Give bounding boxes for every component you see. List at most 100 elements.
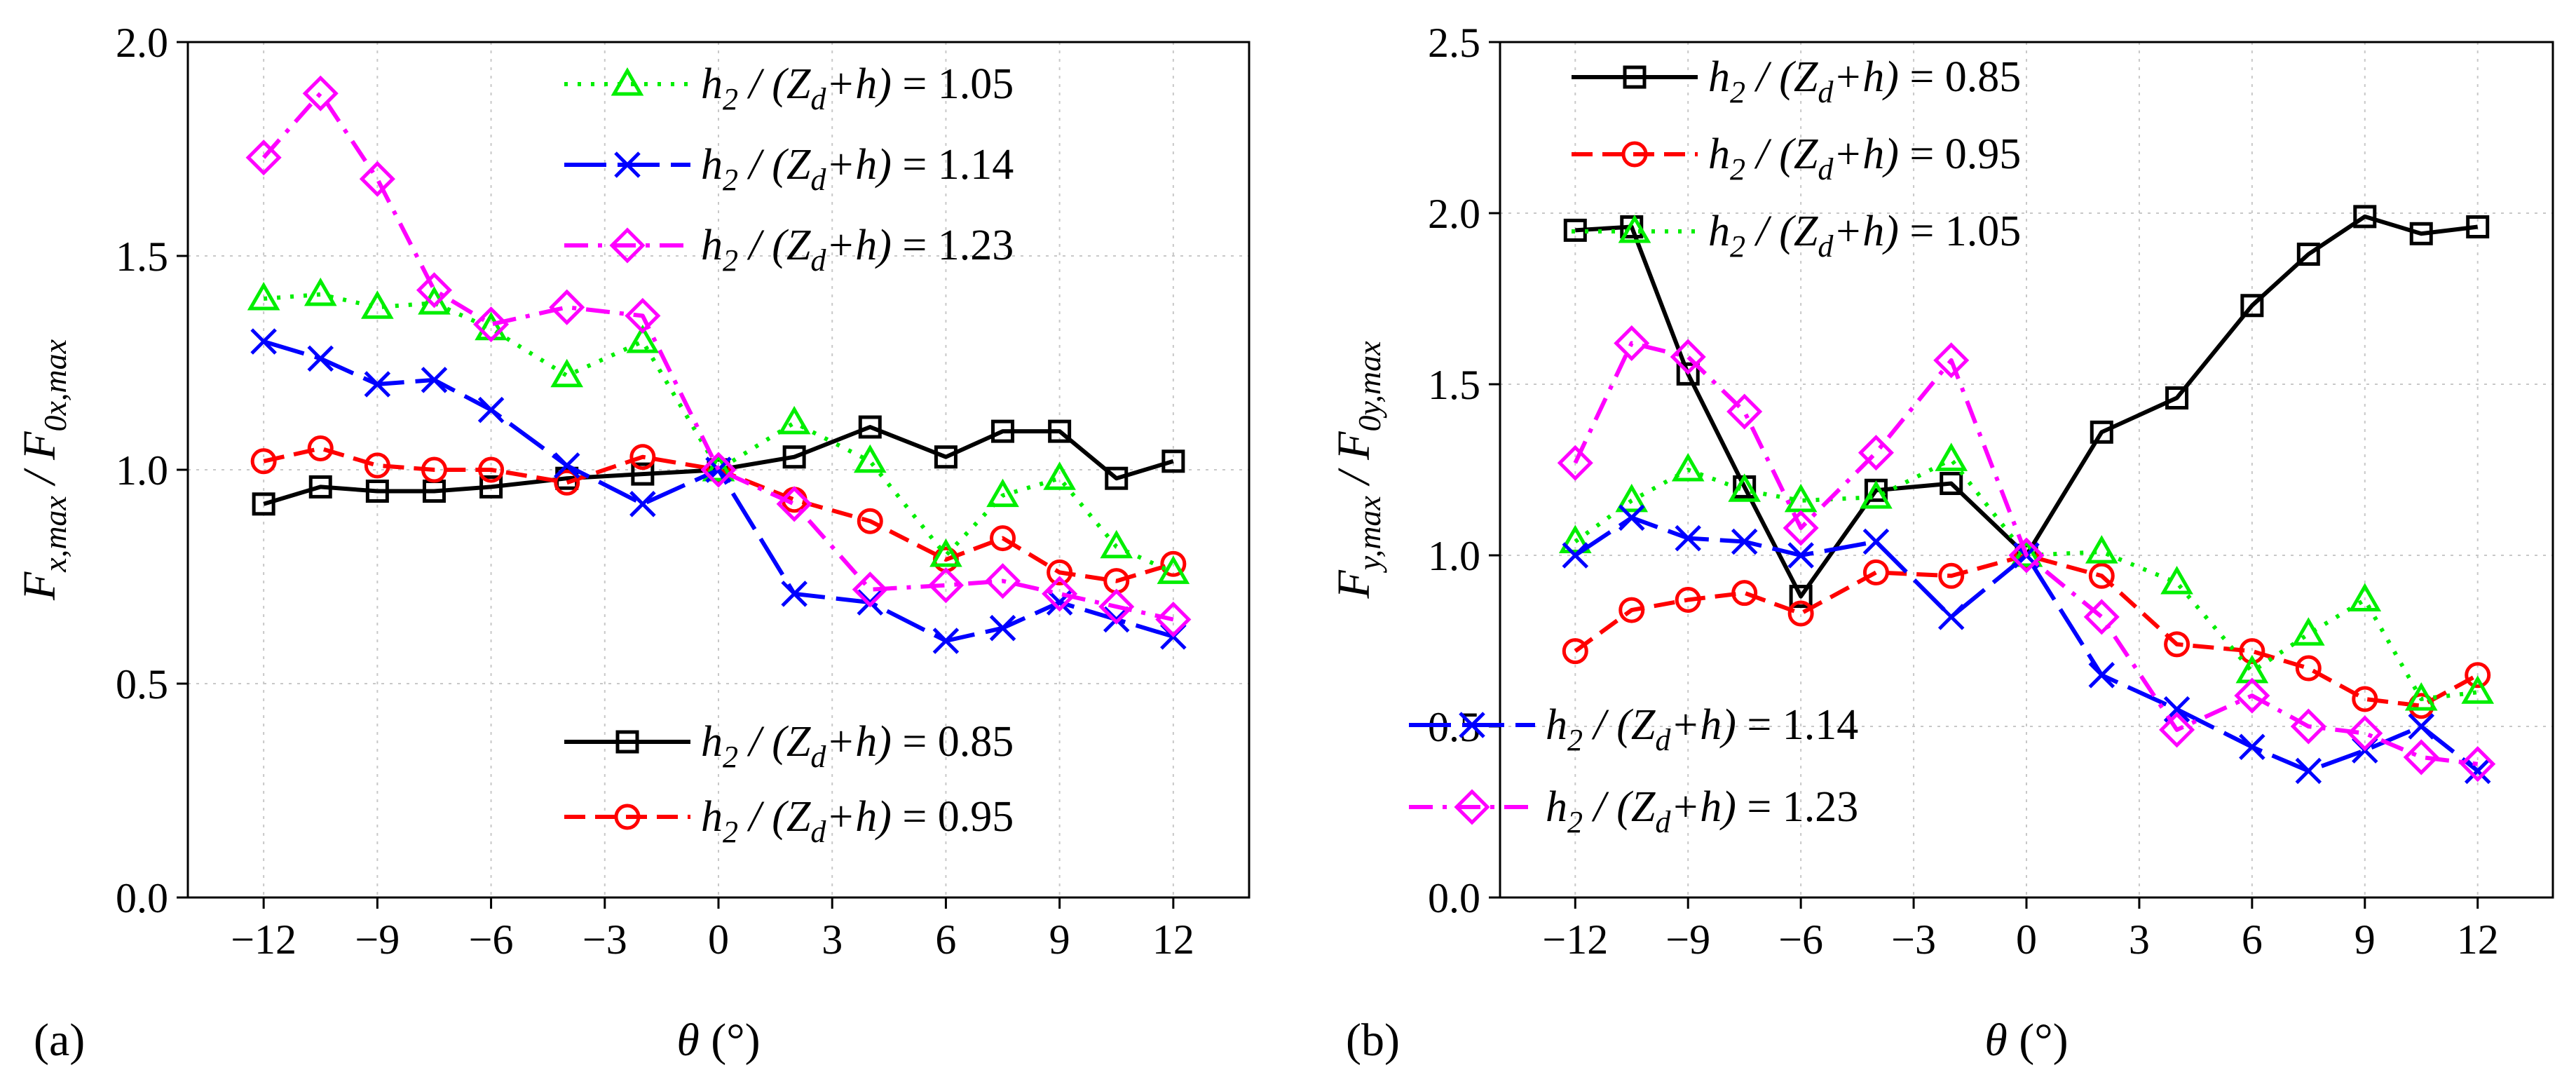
series-4 xyxy=(1557,325,2496,782)
data-point xyxy=(1676,362,1700,386)
chart-panel-a: −12 −9 −6 −3 0 3 6 9 12 0.0 0.5 1.0 1.5 2.0 θ (°) Fx,ma… xyxy=(14,20,1250,1066)
x-tick-label: −12 xyxy=(231,916,297,963)
data-point xyxy=(421,456,447,483)
data-point xyxy=(2295,757,2322,785)
data-point xyxy=(1937,604,1965,630)
data-point xyxy=(1675,586,1701,613)
data-point xyxy=(1933,342,1970,379)
data-point xyxy=(2083,599,2120,635)
data-point xyxy=(550,358,584,388)
panel-label: (b) xyxy=(1346,1015,1400,1066)
data-point xyxy=(479,475,503,499)
data-point xyxy=(626,324,660,353)
x-tick-label: 3 xyxy=(2129,916,2150,963)
data-point xyxy=(553,452,580,479)
data-point xyxy=(1160,550,1187,577)
data-point xyxy=(2010,538,2043,567)
x-tick-label: −9 xyxy=(355,916,400,963)
data-point xyxy=(2160,566,2193,595)
series-2 xyxy=(1558,442,2495,711)
data-point xyxy=(625,297,661,334)
data-point xyxy=(1614,325,1650,361)
data-point xyxy=(361,290,394,319)
data-point xyxy=(1671,452,1705,482)
data-point xyxy=(991,419,1015,443)
legend-top-right: h2 / (Zd+h) = 1.05 h2 / (Zd+h) = 1.14 h2 /… xyxy=(564,60,1014,278)
series-2 xyxy=(247,277,1190,584)
data-point xyxy=(554,469,580,496)
data-point xyxy=(247,281,280,311)
legend-label: h2 / (Zd+h) = 1.23 xyxy=(1546,783,1858,839)
data-point xyxy=(1787,600,1814,627)
data-point xyxy=(853,444,887,473)
data-point xyxy=(629,491,656,517)
data-point xyxy=(932,628,960,654)
data-point xyxy=(416,272,452,309)
data-point xyxy=(1562,542,1589,569)
series-4 xyxy=(245,75,1192,638)
y-tick-label: 1.0 xyxy=(116,447,168,494)
x-tick-label: 6 xyxy=(2242,916,2263,963)
legend-label: h2 / (Zd+h) = 0.85 xyxy=(701,718,1014,774)
legend-label: h2 / (Zd+h) = 1.05 xyxy=(1708,208,2021,264)
data-point xyxy=(1098,588,1135,625)
y-tick-label: 0.5 xyxy=(116,661,168,707)
series-line xyxy=(1574,515,2479,773)
data-point xyxy=(2164,631,2190,658)
data-point xyxy=(2461,675,2495,704)
legend-marker xyxy=(1454,789,1490,825)
data-point xyxy=(1862,559,1889,585)
data-point xyxy=(1042,576,1078,612)
series-3 xyxy=(1562,504,2491,785)
y-tick-label: 1.0 xyxy=(1428,533,1480,579)
data-point xyxy=(1726,393,1763,430)
data-point xyxy=(2408,713,2435,740)
data-point xyxy=(781,581,807,607)
data-point xyxy=(365,480,389,503)
x-tick-label: 0 xyxy=(2016,916,2037,963)
chart-panel-b: −12 −9 −6 −3 0 3 6 9 120.00.51.01.52.02.5θ (°)Fy… xyxy=(1328,20,2554,1066)
data-point xyxy=(1615,483,1649,513)
data-point xyxy=(2291,617,2325,646)
y-tick-label: 2.0 xyxy=(116,20,168,66)
data-point xyxy=(1670,339,1706,375)
data-point xyxy=(2465,662,2491,689)
y-tick-label: 0.0 xyxy=(1428,875,1480,921)
x-tick-label: −3 xyxy=(582,916,627,963)
x-axis-label: θ (°) xyxy=(676,1015,760,1066)
data-point xyxy=(857,589,884,616)
x-tick-label: −9 xyxy=(1665,916,1710,963)
data-point xyxy=(2295,655,2322,682)
data-point xyxy=(359,161,395,197)
data-point xyxy=(852,571,888,608)
data-point xyxy=(1618,504,1645,531)
data-point xyxy=(1103,606,1130,633)
legend-label: h2 / (Zd+h) = 1.14 xyxy=(701,141,1014,197)
data-point xyxy=(304,277,337,306)
legend-bottom-right: h2 / (Zd+h) = 0.85 h2 / (Zd+h) = 0.95 xyxy=(564,718,1014,849)
data-point xyxy=(1728,473,1761,502)
data-point xyxy=(2239,733,2265,761)
data-point xyxy=(2088,562,2115,589)
data-point xyxy=(1787,542,1814,569)
data-point xyxy=(2352,686,2378,712)
data-point xyxy=(250,328,277,355)
y-axis-label: Fx,max / F0x,max xyxy=(14,339,73,601)
data-point xyxy=(302,75,339,111)
panel-label: (a) xyxy=(34,1015,85,1066)
data-point xyxy=(702,452,735,482)
data-point xyxy=(1858,435,1894,471)
data-point xyxy=(927,567,964,604)
data-point xyxy=(1557,445,1593,481)
y-tick-label: 2.0 xyxy=(1428,191,1480,237)
legend-marker xyxy=(1459,712,1485,738)
data-point xyxy=(2008,537,2045,574)
data-point xyxy=(473,306,510,343)
data-point xyxy=(2159,712,2195,748)
x-tick-label: −6 xyxy=(1778,916,1823,963)
y-tick-label: 0.0 xyxy=(116,875,168,921)
data-point xyxy=(2466,215,2490,239)
data-point xyxy=(364,452,390,479)
legend-marker xyxy=(615,730,639,754)
data-point xyxy=(2403,739,2439,775)
